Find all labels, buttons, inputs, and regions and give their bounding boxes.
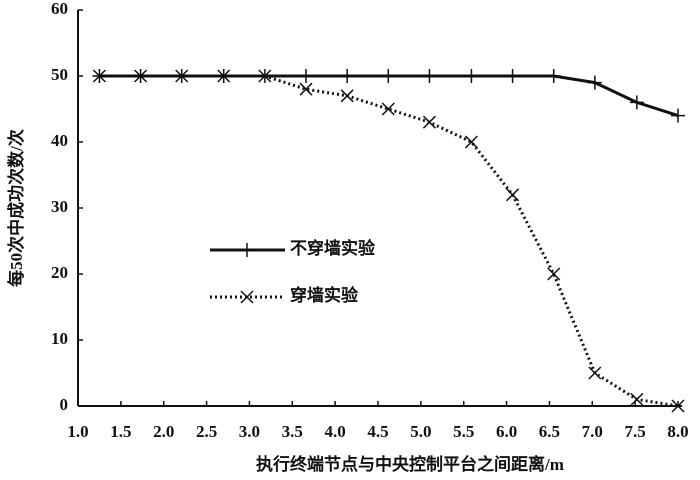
x-tick-label: 3.5: [282, 422, 303, 441]
y-tick-label: 20: [51, 263, 68, 282]
y-tick-label: 10: [51, 329, 68, 348]
marker-stroke: [92, 69, 106, 83]
marker: [671, 108, 685, 123]
marker: [464, 135, 478, 149]
marker-stroke: [381, 102, 395, 116]
marker: [422, 115, 436, 129]
x-tick-label: 6.5: [539, 422, 560, 441]
marker: [422, 69, 437, 83]
x-tick-label: 4.5: [367, 422, 388, 441]
legend-label: 不穿墙实验: [290, 238, 376, 258]
marker: [381, 102, 395, 116]
marker: [299, 82, 313, 96]
series-line: [99, 74, 679, 408]
marker-stroke: [175, 69, 189, 83]
marker-stroke: [134, 69, 148, 83]
marker: [671, 399, 685, 413]
x-axis-label: 执行终端节点与中央控制平台之间距离/m: [256, 454, 564, 474]
marker: [464, 69, 479, 83]
y-tick-label: 50: [51, 65, 68, 84]
x-tick-label: 1.0: [67, 422, 88, 441]
x-tick-label: 2.5: [196, 422, 217, 441]
y-axis-label: 每50次中成功次数/次: [6, 129, 26, 287]
y-tick-label: 60: [51, 0, 68, 18]
legend-marker: [240, 243, 254, 257]
marker-stroke: [464, 135, 478, 149]
x-tick-label: 3.0: [239, 422, 260, 441]
marker-stroke: [671, 399, 685, 413]
marker: [340, 69, 355, 83]
marker-stroke: [217, 69, 231, 83]
marker: [240, 290, 254, 304]
y-tick-label: 0: [60, 395, 69, 414]
marker-stroke: [506, 188, 520, 202]
marker: [547, 267, 561, 281]
marker-stroke: [340, 89, 354, 103]
x-tick-label: 4.0: [325, 422, 346, 441]
marker: [588, 366, 602, 380]
legend-label: 穿墙实验: [290, 285, 359, 305]
marker: [240, 243, 254, 257]
x-tick-label: 8.0: [667, 422, 688, 441]
marker-stroke: [240, 290, 254, 304]
marker: [629, 95, 644, 110]
marker-stroke: [588, 366, 602, 380]
x-tick-label: 6.0: [496, 422, 517, 441]
marker: [630, 392, 644, 406]
marker: [506, 188, 520, 202]
marker: [217, 69, 231, 83]
marker-stroke: [299, 82, 313, 96]
x-tick-label: 7.0: [582, 422, 603, 441]
x-tick-label: 1.5: [110, 422, 131, 441]
marker: [299, 69, 313, 83]
marker: [340, 89, 354, 103]
marker-stroke: [630, 392, 644, 406]
x-tick-label: 7.5: [625, 422, 646, 441]
marker: [258, 69, 272, 83]
marker: [546, 69, 561, 83]
x-tick-label: 5.0: [410, 422, 431, 441]
marker: [381, 69, 396, 83]
marker: [134, 69, 148, 83]
x-tick-label: 2.0: [153, 422, 174, 441]
y-tick-label: 30: [51, 197, 68, 216]
marker: [505, 69, 520, 83]
x-tick-label: 5.5: [453, 422, 474, 441]
legend-marker: [240, 290, 254, 304]
marker-stroke: [422, 115, 436, 129]
y-tick-label: 40: [51, 131, 68, 150]
marker: [175, 69, 189, 83]
marker-stroke: [258, 69, 272, 83]
marker-stroke: [547, 267, 561, 281]
marker: [587, 75, 602, 90]
marker: [92, 69, 106, 83]
